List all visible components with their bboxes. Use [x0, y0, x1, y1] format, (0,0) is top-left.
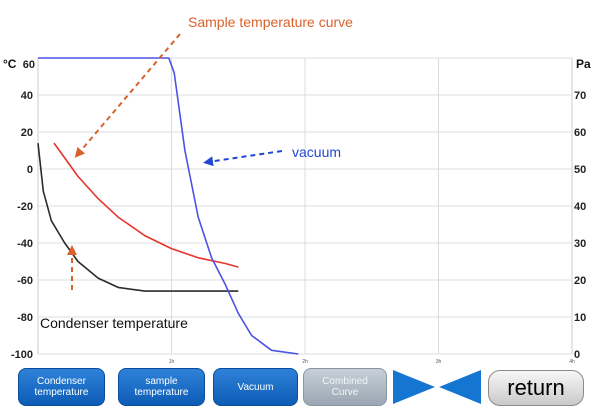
return-button-label: return — [507, 375, 565, 400]
condenser-temperature-button-label: Condenser temperature — [34, 376, 89, 398]
left-tick-label: -80 — [17, 312, 33, 324]
annotation-sample-curve: Sample temperature curve — [188, 14, 353, 30]
left-tick-label: 20 — [21, 127, 33, 139]
x-axis: 1h 2h 3h 4h — [169, 359, 575, 365]
left-tick-label: -20 — [17, 201, 33, 213]
combined-curve-button[interactable]: Combined Curve — [303, 368, 387, 406]
right-tick-label: 40 — [574, 201, 586, 213]
left-tick-label: 60 — [23, 59, 35, 71]
series-layer — [37, 57, 299, 355]
right-axis: 70 60 50 40 30 20 10 0 — [574, 90, 586, 361]
right-tick-label: 70 — [574, 90, 586, 102]
annotation-vacuum-arrow — [203, 150, 283, 167]
left-tick-label: 0 — [27, 164, 33, 176]
sample-temperature-button-label: sample temperature — [134, 376, 189, 398]
left-tick-label: -60 — [17, 275, 33, 287]
sample-curve — [53, 142, 239, 268]
condenser-temperature-button[interactable]: Condenser temperature — [18, 368, 105, 406]
x-tick-label: 4h — [569, 359, 575, 365]
right-tick-label: 10 — [574, 312, 586, 324]
right-tick-label: 60 — [574, 127, 586, 139]
left-tick-label: -40 — [17, 238, 33, 250]
right-axis-unit: Pa — [576, 57, 591, 71]
right-tick-label: 20 — [574, 275, 586, 287]
vacuum-button[interactable]: Vacuum — [213, 368, 298, 406]
combined-curve-button-label: Combined Curve — [322, 376, 368, 398]
return-button[interactable]: return — [488, 370, 584, 406]
triangle-right-icon[interactable] — [437, 368, 483, 406]
left-axis: 60 40 20 0 -20 -40 -60 -80 -100 — [11, 59, 35, 361]
x-tick-label: 3h — [436, 359, 442, 365]
vacuum-curve — [38, 57, 299, 355]
right-tick-label: 0 — [574, 349, 580, 361]
vacuum-button-label: Vacuum — [237, 381, 274, 393]
left-tick-label: 40 — [21, 90, 33, 102]
left-tick-label: -100 — [11, 349, 33, 361]
sample-temperature-button[interactable]: sample temperature — [118, 368, 205, 406]
triangle-left-icon[interactable] — [391, 368, 437, 406]
x-tick-label: 2h — [302, 359, 308, 365]
annotation-vacuum: vacuum — [292, 144, 341, 160]
right-tick-label: 50 — [574, 164, 586, 176]
x-tick-label: 1h — [169, 359, 175, 365]
right-tick-label: 30 — [574, 238, 586, 250]
annotation-condenser: Condenser temperature — [40, 315, 188, 331]
left-axis-unit: °C — [3, 57, 17, 71]
condenser-curve — [37, 143, 239, 292]
